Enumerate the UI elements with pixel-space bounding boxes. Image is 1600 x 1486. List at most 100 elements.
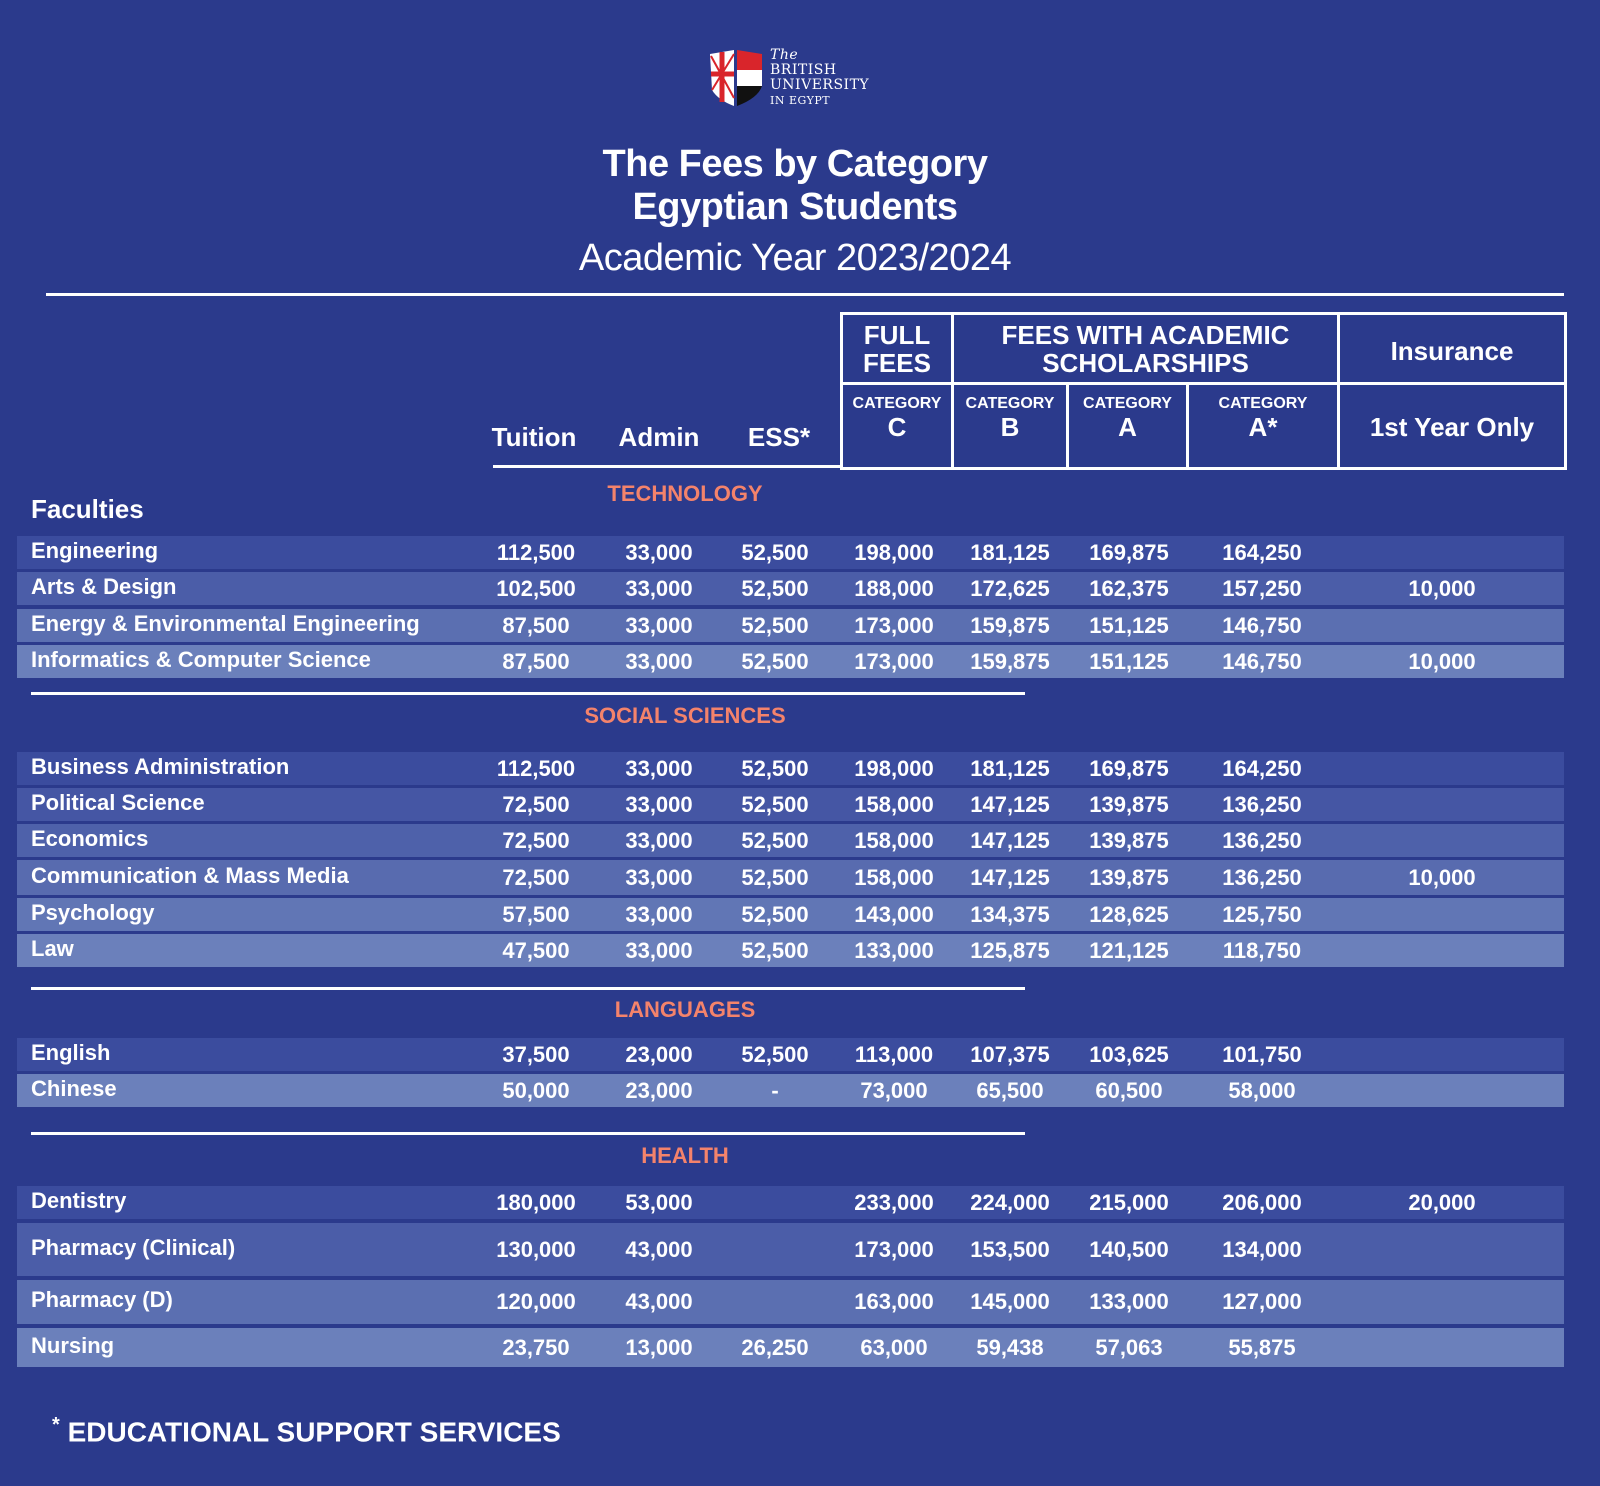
table-row: Dentistry 180,000 53,000 233,000 224,000 215,…: [17, 1186, 1564, 1219]
fee-cell: 33,000: [625, 613, 693, 638]
section-divider: [31, 987, 1025, 990]
fee-cell: 121,125: [1089, 938, 1169, 963]
fee-cell: 10,000: [1408, 576, 1476, 601]
fee-cell: 133,000: [854, 938, 934, 963]
category-c-header: CATEGORY C: [852, 395, 942, 442]
fee-cell: 164,250: [1222, 540, 1302, 565]
table-row: Informatics & Computer Science 87,500 33,0…: [17, 645, 1564, 678]
fee-cell: 164,250: [1222, 756, 1302, 781]
fee-cell: 159,875: [970, 649, 1050, 674]
faculty-name: Business Administration: [31, 754, 290, 779]
fee-cell: 157,250: [1222, 576, 1302, 601]
fee-cell: 10,000: [1408, 649, 1476, 674]
fee-cell: 43,000: [625, 1289, 693, 1314]
fee-cell: 52,500: [741, 576, 809, 601]
fee-cell: 33,000: [625, 649, 693, 674]
scholarships-header: FEES WITH ACADEMIC SCHOLARSHIPS: [1001, 320, 1290, 378]
fee-cell: 103,625: [1089, 1042, 1169, 1067]
fee-cell: 63,000: [860, 1335, 928, 1360]
table-row: Energy & Environmental Engineering 87,500…: [17, 609, 1564, 642]
fee-cell: 26,250: [741, 1335, 809, 1360]
fee-cell: 159,875: [970, 613, 1050, 638]
fee-cell: 158,000: [854, 792, 934, 817]
tuition-header: Tuition: [491, 422, 577, 452]
fee-cell: 127,000: [1222, 1289, 1302, 1314]
fee-cell: 198,000: [854, 756, 934, 781]
fee-cell: 143,000: [854, 902, 934, 927]
faculty-name: Pharmacy (D): [31, 1287, 173, 1312]
table-row: English 37,500 23,000 52,500 113,000 107,375 1…: [17, 1038, 1564, 1071]
section-divider: [31, 692, 1025, 695]
table-row: Chinese 50,000 23,000 - 73,000 65,500 60,500 58…: [17, 1074, 1564, 1107]
faculty-name: Political Science: [31, 790, 205, 815]
insurance-header: Insurance: [1390, 336, 1514, 366]
ess-header: ESS*: [747, 422, 811, 452]
flag-shield-icon: [710, 50, 762, 106]
fee-cell: 33,000: [625, 540, 693, 565]
fee-cell: 136,250: [1222, 828, 1302, 853]
fee-cell: 37,500: [502, 1042, 570, 1067]
faculty-name: Arts & Design: [31, 574, 177, 599]
fee-cell: 73,000: [860, 1078, 928, 1103]
faculty-name: Nursing: [31, 1333, 115, 1358]
fee-cell: -: [771, 1078, 779, 1103]
fee-cell: 169,875: [1089, 756, 1169, 781]
fee-cell: 139,875: [1089, 828, 1169, 853]
section-heading: HEALTH: [641, 1143, 729, 1168]
fee-cell: 52,500: [741, 649, 809, 674]
fee-cell: 33,000: [625, 792, 693, 817]
fee-cell: 57,500: [502, 902, 570, 927]
fee-cell: 136,250: [1222, 792, 1302, 817]
fee-cell: 151,125: [1089, 649, 1169, 674]
fee-cell: 23,750: [502, 1335, 570, 1360]
fee-cell: 33,000: [625, 756, 693, 781]
table-row: Nursing 23,750 13,000 26,250 63,000 59,438 57,…: [17, 1328, 1564, 1367]
fee-cell: 146,750: [1222, 649, 1302, 674]
fee-cell: 52,500: [741, 1042, 809, 1067]
table-row: Engineering 112,500 33,000 52,500 198,000 181…: [17, 536, 1564, 569]
fee-cell: 72,500: [502, 792, 570, 817]
fee-cell: 52,500: [741, 865, 809, 890]
page-subtitle: Academic Year 2023/2024: [578, 237, 1012, 279]
faculties-label: Faculties: [31, 494, 144, 524]
fee-cell: 101,750: [1222, 1042, 1302, 1067]
fee-cell: 50,000: [502, 1078, 570, 1103]
table-row: Psychology 57,500 33,000 52,500 143,000 134,3…: [17, 898, 1564, 931]
header-underline: [493, 465, 843, 468]
page-title-line2: Egyptian Students: [632, 186, 958, 228]
fee-cell: 58,000: [1228, 1078, 1296, 1103]
fee-cell: 52,500: [741, 756, 809, 781]
fee-cell: 112,500: [496, 540, 576, 565]
table-row: Pharmacy (Clinical) 130,000 43,000 173,000 1…: [17, 1223, 1564, 1276]
fee-cell: 198,000: [854, 540, 934, 565]
fee-cell: 206,000: [1222, 1190, 1302, 1215]
fee-cell: 173,000: [854, 1237, 934, 1262]
university-logo: The BRITISH UNIVERSITY IN EGYPT: [708, 48, 888, 110]
table-row: Pharmacy (D) 120,000 43,000 163,000 145,000 1…: [17, 1280, 1564, 1324]
fee-cell: 120,000: [496, 1289, 576, 1314]
fee-cell: 134,375: [970, 902, 1050, 927]
fee-cell: 233,000: [854, 1190, 934, 1215]
table-row: Communication & Mass Media 72,500 33,000 52…: [17, 860, 1564, 895]
fee-cell: 180,000: [496, 1190, 576, 1215]
fee-cell: 136,250: [1222, 865, 1302, 890]
fee-cell: 125,875: [970, 938, 1050, 963]
category-a-header: CATEGORY A: [1083, 395, 1172, 442]
section-heading: SOCIAL SCIENCES: [584, 703, 786, 728]
faculty-name: English: [31, 1040, 111, 1065]
section-heading: LANGUAGES: [614, 997, 756, 1022]
fee-cell: 102,500: [496, 576, 576, 601]
fee-cell: 140,500: [1089, 1237, 1169, 1262]
faculty-name: Economics: [31, 826, 149, 851]
fee-cell: 172,625: [970, 576, 1050, 601]
fee-cell: 55,875: [1228, 1335, 1296, 1360]
fee-cell: 158,000: [854, 828, 934, 853]
fee-cell: 52,500: [741, 902, 809, 927]
admin-header: Admin: [618, 422, 700, 452]
table-row: Business Administration 112,500 33,000 52,5…: [17, 752, 1564, 785]
fee-cell: 145,000: [970, 1289, 1050, 1314]
fee-cell: 128,625: [1089, 902, 1169, 927]
faculty-name: Dentistry: [31, 1188, 127, 1213]
fee-cell: 52,500: [741, 792, 809, 817]
fee-cell: 52,500: [741, 613, 809, 638]
